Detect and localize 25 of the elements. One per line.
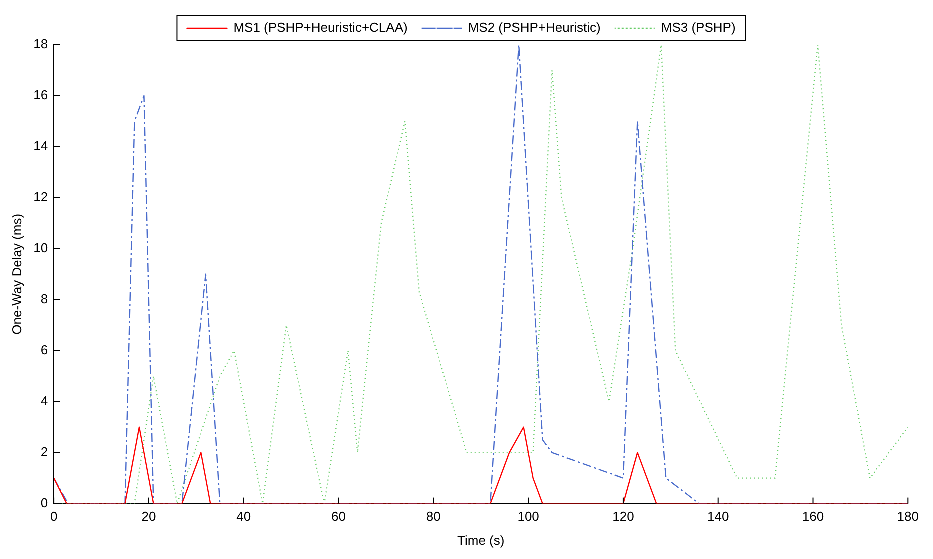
y-tick-label: 14 xyxy=(34,138,48,154)
y-axis-title: One-Way Delay (ms) xyxy=(9,214,24,335)
y-tick-label: 4 xyxy=(40,393,48,408)
x-tick-label: 180 xyxy=(897,509,920,524)
legend-label: MS1 (PSHP+Heuristic+CLAA) xyxy=(234,20,408,36)
x-tick-label: 100 xyxy=(518,509,540,524)
y-tick-label: 8 xyxy=(40,291,48,306)
x-tick-label: 120 xyxy=(612,509,634,524)
x-axis-title: Time (s) xyxy=(458,532,505,548)
y-tick-label: 6 xyxy=(40,342,48,358)
y-tick-label: 18 xyxy=(34,36,48,52)
legend-label: MS2 (PSHP+Heuristic) xyxy=(468,20,601,36)
y-tick-label: 12 xyxy=(34,190,48,205)
x-tick-label: 160 xyxy=(802,509,824,524)
x-tick-label: 40 xyxy=(236,509,252,524)
y-tick-label: 10 xyxy=(34,240,48,256)
legend-label: MS3 (PSHP) xyxy=(661,20,736,36)
y-tick-label: 16 xyxy=(34,88,48,103)
x-tick-label: 80 xyxy=(426,509,441,524)
y-tick-label: 2 xyxy=(40,444,48,460)
x-tick-label: 60 xyxy=(332,509,346,524)
x-tick-label: 140 xyxy=(708,509,730,524)
x-tick-label: 20 xyxy=(142,509,156,524)
y-tick-label: 0 xyxy=(40,495,48,510)
x-tick-label: 0 xyxy=(50,509,58,524)
